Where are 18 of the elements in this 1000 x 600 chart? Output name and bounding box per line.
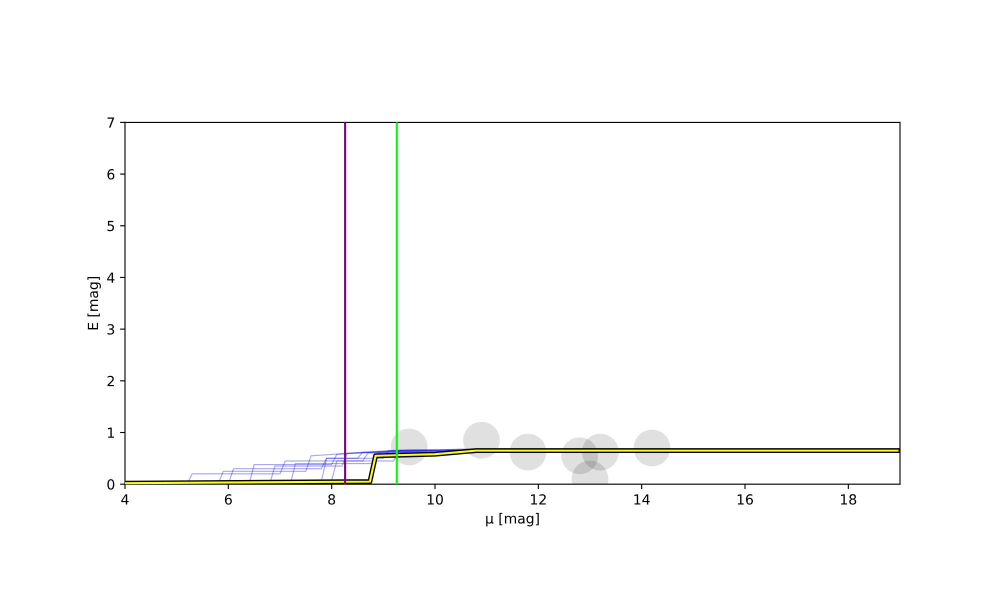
x-tick-label: 8 [328,494,336,505]
x-tick-label: 18 [841,494,856,505]
y-tick-label: 5 [108,220,114,232]
x-axis-title: μ [mag] [486,512,539,526]
x-tick-label: 10 [428,494,443,505]
y-tick-label: 4 [107,272,114,283]
y-tick-label: 0 [107,479,114,490]
x-tick-label: 16 [738,494,753,505]
x-tick-label: 14 [634,494,650,504]
x-tick-label: 6 [224,494,232,505]
y-tick-label: 3 [108,324,114,335]
x-tick-label: 4 [121,494,129,504]
y-tick-label: 2 [107,376,114,386]
y-tick-label: 7 [108,118,114,128]
y-tick-label: 1 [108,428,114,438]
y-tick-label: 6 [107,169,114,180]
y-axis-title: E [mag] [87,277,101,330]
x-tick-label: 12 [531,494,546,504]
